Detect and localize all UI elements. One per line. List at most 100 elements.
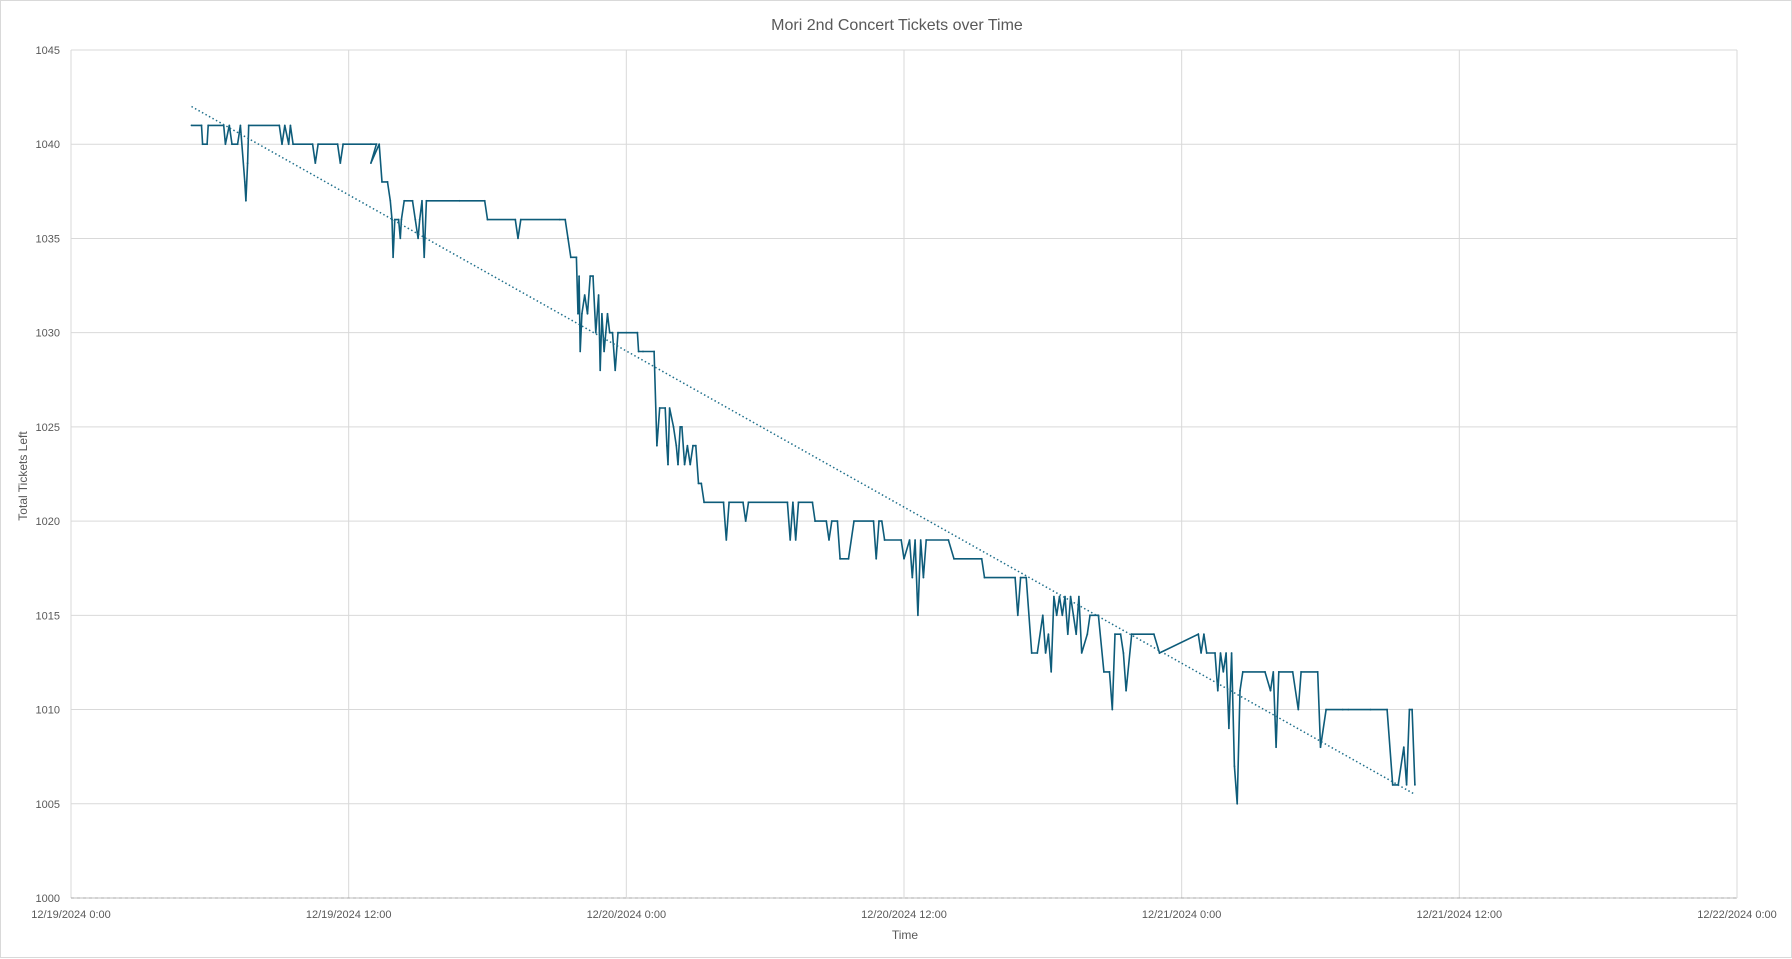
- data-point: [224, 143, 227, 146]
- data-point: [611, 331, 614, 334]
- data-point: [392, 256, 394, 259]
- data-point: [689, 463, 692, 466]
- data-point: [581, 312, 583, 315]
- data-point: [642, 350, 644, 353]
- data-point: [1316, 671, 1319, 673]
- data-point: [1119, 633, 1122, 636]
- data-point: [411, 199, 414, 202]
- data-point: [594, 331, 597, 334]
- data-point: [317, 143, 319, 146]
- data-point: [1041, 614, 1044, 617]
- data-point: [683, 463, 686, 466]
- y-tick-label: 1030: [36, 328, 60, 340]
- data-point: [686, 444, 689, 447]
- data-point: [381, 181, 383, 183]
- data-point: [1025, 576, 1028, 579]
- data-point: [1019, 576, 1022, 579]
- data-point: [1414, 784, 1416, 786]
- data-point: [1016, 614, 1019, 617]
- data-point: [797, 501, 800, 504]
- data-point: [1061, 614, 1064, 617]
- data-point: [400, 218, 403, 221]
- data-point: [983, 576, 986, 579]
- data-point: [1408, 708, 1411, 711]
- data-point: [1205, 652, 1208, 654]
- data-point: [1233, 765, 1236, 767]
- data-point: [278, 124, 281, 127]
- data-point: [583, 294, 586, 296]
- data-point: [375, 143, 378, 146]
- data-point: [625, 331, 628, 334]
- data-point: [314, 162, 317, 165]
- data-point: [458, 199, 461, 202]
- data-point: [236, 143, 239, 146]
- data-point: [1108, 671, 1111, 673]
- x-tick-label: 12/19/2024 12:00: [306, 909, 392, 921]
- data-point: [1203, 633, 1205, 636]
- data-point: [694, 444, 697, 447]
- data-point: [1277, 671, 1280, 673]
- data-point: [378, 143, 381, 146]
- data-point: [1047, 633, 1050, 636]
- data-point: [1069, 595, 1072, 598]
- data-point: [1216, 689, 1219, 692]
- data-point: [606, 312, 609, 315]
- data-point: [592, 275, 594, 277]
- data-point: [668, 407, 671, 409]
- data-point: [792, 501, 794, 504]
- data-point: [679, 426, 682, 428]
- data-point: [1228, 727, 1230, 730]
- data-point: [483, 199, 486, 202]
- data-point: [397, 218, 400, 221]
- y-tick-label: 1015: [36, 610, 60, 622]
- x-gridlines: [70, 50, 1738, 899]
- y-tick-label: 1005: [36, 799, 60, 811]
- data-point: [1158, 652, 1161, 654]
- data-point: [281, 143, 283, 146]
- data-point: [586, 312, 589, 315]
- data-point: [637, 350, 640, 353]
- data-point: [1319, 746, 1322, 749]
- data-point: [336, 143, 339, 146]
- y-tick-label: 1025: [36, 422, 60, 434]
- data-point: [247, 124, 250, 127]
- series-line: [191, 124, 1416, 804]
- data-point: [666, 444, 668, 447]
- data-point: [1386, 708, 1388, 711]
- data-point: [287, 143, 290, 146]
- data-point: [636, 331, 639, 334]
- x-tick-label: 12/21/2024 0:00: [1142, 909, 1222, 921]
- data-point: [246, 162, 249, 165]
- data-point: [1153, 633, 1155, 636]
- data-point: [825, 520, 828, 522]
- data-point: [1405, 784, 1408, 786]
- data-point: [243, 181, 246, 183]
- data-point: [597, 294, 600, 296]
- data-point: [1050, 671, 1053, 673]
- data-point: [245, 199, 247, 202]
- data-point: [517, 237, 519, 240]
- data-point: [292, 143, 294, 146]
- data-point: [228, 124, 231, 127]
- data-point: [1219, 652, 1222, 654]
- data-point: [575, 256, 578, 259]
- data-point: [872, 520, 875, 522]
- series-layer: [190, 105, 1416, 805]
- data-point: [1130, 633, 1133, 636]
- chart-title: Mori 2nd Concert Tickets over Time: [771, 17, 1023, 34]
- data-point: [675, 444, 678, 447]
- data-point: [700, 482, 703, 485]
- data-point: [953, 557, 955, 560]
- data-point: [206, 143, 209, 146]
- data-point: [283, 124, 286, 127]
- data-point: [1053, 595, 1055, 598]
- data-point: [1264, 671, 1266, 673]
- data-point: [289, 124, 292, 127]
- data-point: [1300, 671, 1302, 673]
- data-point: [786, 501, 789, 504]
- data-point: [599, 369, 602, 372]
- data-point: [1275, 746, 1277, 749]
- data-point: [370, 162, 372, 165]
- data-point: [789, 539, 792, 541]
